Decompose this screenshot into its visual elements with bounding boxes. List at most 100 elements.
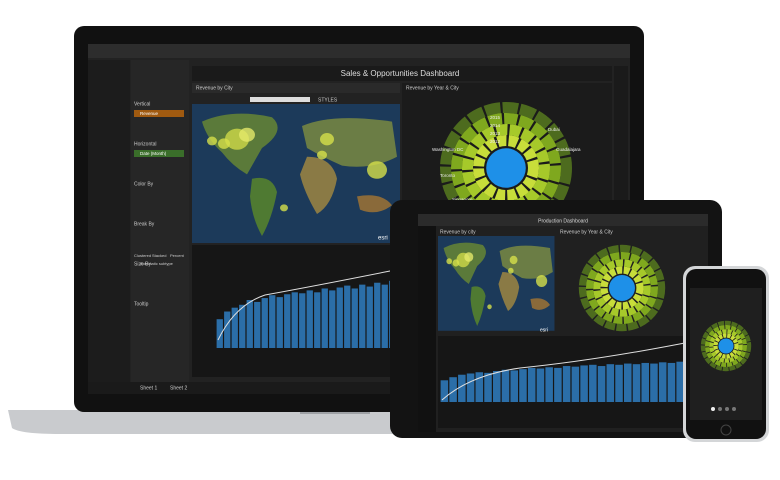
bar — [284, 294, 291, 348]
panel-label: Horizontal — [134, 141, 157, 147]
bar — [306, 290, 313, 348]
bar — [321, 288, 328, 348]
dashboard-title: Sales & Opportunities Dashboard — [341, 69, 460, 78]
sunburst-label: 2015 — [490, 115, 501, 120]
bar — [261, 298, 268, 348]
tablet-map-title: Revenue by city — [440, 229, 476, 235]
bar — [641, 362, 649, 402]
field-list — [88, 60, 130, 382]
bar — [466, 373, 475, 402]
tablet-sunburst — [582, 248, 661, 327]
bar — [597, 366, 606, 402]
bar — [484, 372, 492, 402]
sunburst-label: Toronto — [440, 173, 456, 178]
search-box[interactable] — [250, 97, 310, 102]
field-name: Date (Month) — [140, 151, 167, 156]
sunburst-label: Guadalajara — [556, 147, 581, 152]
page-dot[interactable] — [711, 407, 715, 411]
tablet-sunburst-title: Revenue by Year & City — [560, 229, 613, 235]
panel-label: Size By — [134, 261, 151, 267]
tablet-map-credit: esri — [540, 327, 548, 333]
bar — [580, 365, 588, 402]
subtype-option[interactable]: Clustered — [134, 253, 151, 258]
auto-subtype[interactable]: Automatic subtype — [140, 261, 174, 266]
subtype-option[interactable]: Stacked — [152, 253, 166, 258]
panel-label: Break By — [134, 221, 155, 227]
tablet-title: Production Dashboard — [538, 218, 588, 224]
bar — [381, 284, 388, 348]
panel-label: Vertical — [134, 101, 150, 107]
bar — [276, 297, 283, 348]
bar — [329, 290, 336, 348]
toolbar — [88, 44, 630, 58]
tablet-trend-line — [441, 339, 701, 401]
bar — [475, 372, 484, 402]
bar — [676, 361, 684, 402]
map-title: Revenue by City — [196, 85, 233, 91]
sunburst-label: 2014 — [490, 123, 501, 128]
bar — [510, 370, 518, 402]
bar — [624, 363, 632, 402]
map-header — [192, 83, 400, 93]
page-dot[interactable] — [718, 407, 722, 411]
bar — [536, 368, 545, 402]
phone-sunburst — [703, 323, 749, 369]
panel-label: Color By — [134, 181, 154, 187]
map-credit: esri — [378, 236, 388, 242]
bar — [359, 284, 366, 348]
bar — [440, 380, 449, 402]
sunburst-label: Dubai — [548, 127, 560, 132]
bar — [216, 319, 223, 348]
field-pill[interactable] — [134, 110, 184, 117]
page-dot[interactable] — [725, 407, 729, 411]
bar — [239, 304, 246, 348]
bar — [571, 366, 580, 402]
field-name: Revenue — [140, 111, 159, 116]
bar — [254, 301, 261, 348]
sunburst-title: Revenue by Year & City — [406, 85, 459, 91]
bar — [449, 377, 457, 402]
tablet-map — [438, 236, 555, 331]
home-button[interactable] — [720, 424, 732, 436]
sunburst-label: Singapore — [452, 197, 473, 202]
bar — [519, 369, 527, 402]
page-dot[interactable] — [732, 407, 736, 411]
sheet-tab[interactable]: Sheet 2 — [170, 385, 187, 391]
bar — [545, 367, 553, 402]
map — [192, 104, 400, 244]
bar — [336, 287, 343, 348]
dashboard-header — [192, 66, 612, 81]
bar — [650, 363, 658, 402]
bar — [344, 285, 351, 348]
bar — [351, 288, 358, 348]
bar — [667, 362, 676, 402]
subtype-option[interactable]: Percent — [170, 253, 185, 258]
field-pill[interactable] — [134, 150, 184, 157]
bar — [562, 366, 571, 402]
phone-screen — [690, 288, 762, 420]
bar — [632, 364, 641, 402]
bar — [314, 292, 321, 348]
tablet-sidebar — [418, 226, 436, 432]
bar — [615, 364, 623, 402]
bar — [606, 364, 615, 402]
styles-button[interactable]: STYLES — [318, 97, 338, 103]
bar — [374, 282, 381, 348]
bar — [246, 300, 253, 348]
bar — [231, 307, 238, 348]
sunburst-label: Washington DC — [432, 147, 464, 152]
sheet-tab[interactable]: Sheet 1 — [140, 385, 157, 391]
bar — [589, 364, 597, 402]
bar — [658, 362, 667, 402]
bar — [527, 367, 536, 402]
bar — [224, 311, 231, 348]
panel-label: Tooltip — [134, 301, 149, 307]
bar — [458, 374, 466, 402]
bar — [269, 295, 276, 348]
tablet-header — [418, 214, 708, 226]
bar — [493, 371, 501, 402]
trend-line — [217, 269, 396, 341]
sunburst-label: 2012 — [490, 139, 501, 144]
bar — [299, 293, 306, 348]
